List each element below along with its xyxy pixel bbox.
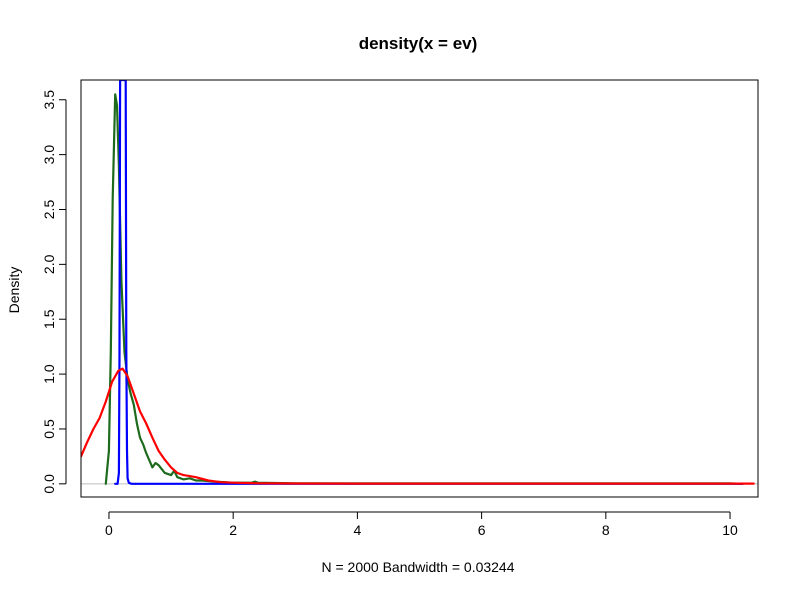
- y-tick-label: 3.0: [41, 145, 57, 165]
- y-tick-label: 2.0: [41, 254, 57, 274]
- series-group: [81, 80, 755, 485]
- y-tick-label: 3.5: [41, 90, 57, 110]
- y-tick-label: 1.5: [41, 309, 57, 329]
- x-tick-label: 8: [602, 522, 610, 538]
- y-axis-label: Density: [6, 267, 22, 314]
- x-axis: 0 2 4 6 8 10: [105, 511, 738, 538]
- chart-title: density(x = ev): [359, 34, 478, 53]
- y-tick-label: 1.0: [41, 364, 57, 384]
- y-axis: 0.0 0.5 1.0 1.5 2.0 2.5 3.0 3.5: [41, 90, 67, 494]
- y-tick-label: 0.0: [41, 474, 57, 494]
- x-tick-label: 0: [105, 522, 113, 538]
- y-tick-label: 2.5: [41, 200, 57, 220]
- density-line-red: [81, 367, 755, 485]
- x-tick-label: 6: [478, 522, 486, 538]
- y-tick-label: 0.5: [41, 419, 57, 439]
- x-axis-label: N = 2000 Bandwidth = 0.03244: [321, 559, 514, 575]
- x-tick-label: 4: [353, 522, 361, 538]
- x-tick-label: 10: [722, 522, 738, 538]
- plot-frame: [80, 79, 759, 498]
- x-tick-label: 2: [229, 522, 237, 538]
